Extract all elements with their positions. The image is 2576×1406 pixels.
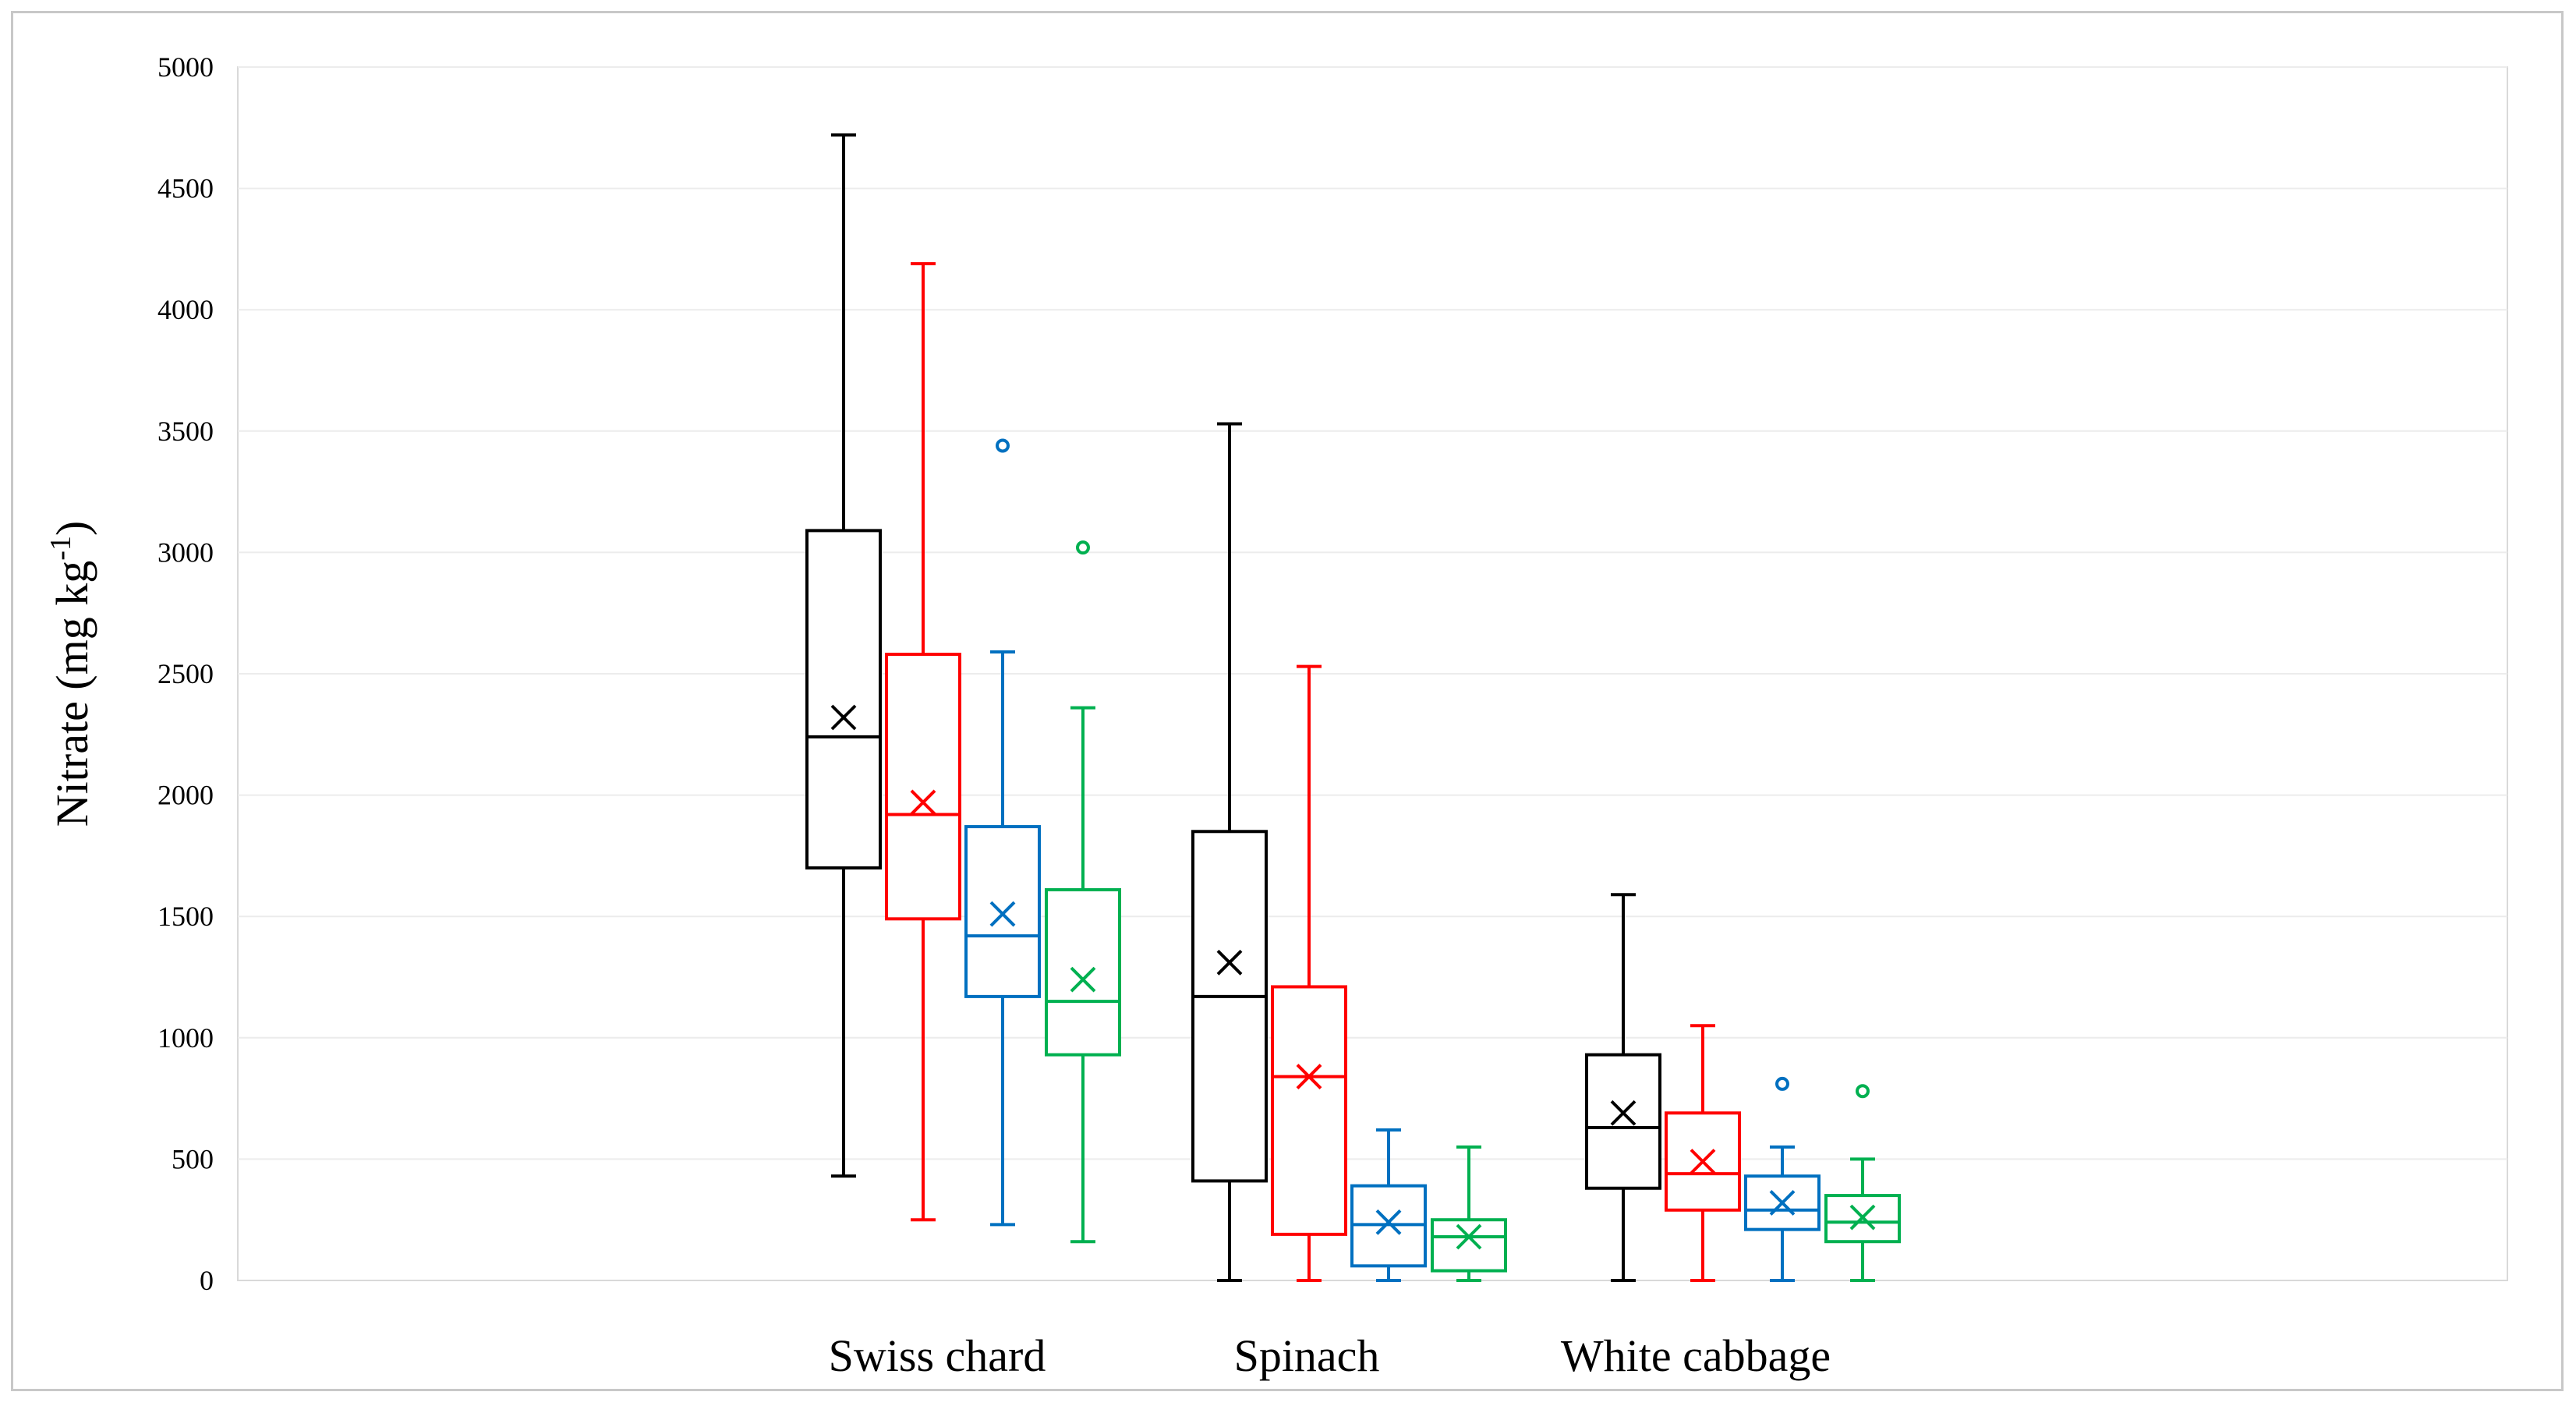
y-axis-ticks: 0 500 1000 1500 2000 2500 3000 3500 4000 4500 5000	[157, 51, 214, 1296]
box-iqr	[1191, 830, 1268, 1183]
mean-marker	[1296, 1064, 1322, 1090]
mean-marker	[1769, 1190, 1796, 1216]
gridlines	[238, 66, 2507, 1160]
box-iqr	[1271, 985, 1347, 1236]
mean-marker	[1456, 1224, 1482, 1250]
outlier-point	[1775, 1076, 1789, 1091]
y-axis-label-sup: -1	[44, 536, 77, 561]
box-iqr	[1431, 1218, 1507, 1273]
mean-marker	[1849, 1204, 1876, 1231]
category-label: Swiss chard	[829, 1330, 1046, 1381]
x-axis-categories: Swiss chard Spinach White cabbage	[829, 1330, 1831, 1381]
mean-marker	[830, 704, 857, 731]
y-tick-label: 3000	[157, 537, 214, 568]
box-iqr	[885, 653, 961, 921]
mean-marker	[1070, 966, 1096, 993]
y-tick-label: 1500	[157, 901, 214, 932]
y-tick-label: 4500	[157, 173, 214, 204]
box-series	[805, 133, 1901, 1282]
mean-marker	[1610, 1100, 1637, 1126]
outlier-point	[1076, 540, 1090, 555]
y-tick-label: 5000	[157, 51, 214, 83]
y-tick-label: 500	[172, 1143, 214, 1174]
y-axis-label-text: Nitrate (mg kg	[47, 561, 97, 827]
box-iqr	[964, 825, 1041, 998]
mean-marker	[1216, 949, 1243, 976]
y-axis-label-close: )	[47, 521, 97, 536]
category-label: White cabbage	[1561, 1330, 1831, 1381]
y-tick-label: 0	[200, 1265, 214, 1296]
box-group-0	[805, 133, 1121, 1244]
outlier-point	[1856, 1084, 1870, 1099]
y-axis-label: Nitrate (mg kg-1)	[44, 521, 97, 827]
box-iqr	[1585, 1053, 1661, 1190]
y-tick-label: 3500	[157, 416, 214, 447]
y-tick-label: 2500	[157, 658, 214, 689]
y-tick-label: 4000	[157, 294, 214, 325]
category-label: Spinach	[1234, 1330, 1380, 1381]
box-iqr	[1045, 887, 1121, 1057]
y-tick-label: 2000	[157, 780, 214, 811]
outlier-point	[996, 438, 1010, 453]
box-group-2	[1585, 893, 1901, 1282]
box-iqr	[805, 529, 882, 869]
box-group-1	[1191, 422, 1507, 1282]
mean-marker	[1690, 1149, 1716, 1174]
mean-marker	[910, 789, 936, 816]
mean-marker	[1375, 1209, 1402, 1235]
box-iqr	[1824, 1194, 1901, 1244]
y-tick-label: 1000	[157, 1022, 214, 1054]
mean-marker	[989, 901, 1016, 927]
